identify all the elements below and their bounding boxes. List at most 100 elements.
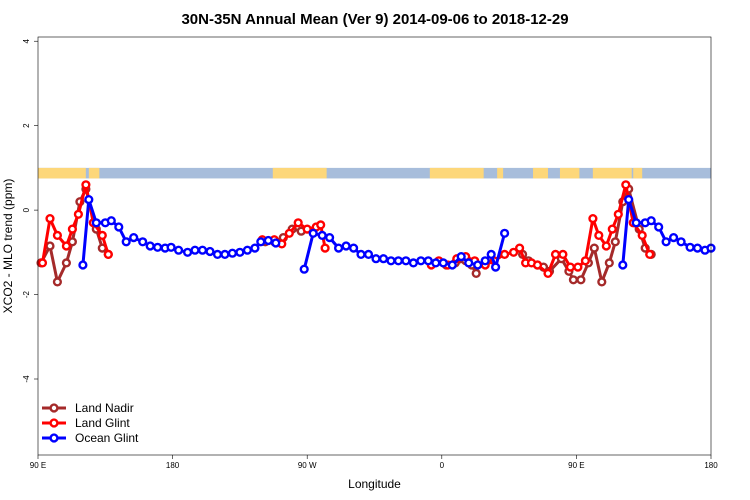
data-point	[654, 222, 664, 232]
data-point	[500, 228, 510, 238]
data-point	[637, 230, 647, 241]
land-band-segment	[497, 167, 504, 179]
data-point	[52, 230, 63, 241]
chart-title: 30N-35N Annual Mean (Ver 9) 2014-09-06 t…	[181, 11, 568, 28]
series-line	[41, 183, 110, 264]
legend-label: Ocean Glint	[75, 431, 139, 445]
data-point	[45, 241, 55, 251]
data-point	[607, 224, 617, 234]
data-point	[174, 245, 184, 255]
data-point	[550, 249, 561, 260]
data-point	[320, 243, 330, 253]
data-point	[668, 233, 679, 243]
data-point	[378, 254, 389, 264]
data-point	[81, 180, 91, 190]
data-point	[371, 254, 381, 264]
data-point	[514, 243, 525, 253]
data-point	[271, 238, 281, 248]
land-band-segment	[633, 167, 643, 179]
data-point	[78, 260, 88, 270]
land-ocean-mask	[38, 167, 711, 179]
data-point	[431, 258, 441, 268]
data-point	[685, 242, 695, 252]
data-point	[166, 242, 176, 252]
series-layer	[36, 180, 716, 287]
y-axis-label: XCO2 - MLO trend (ppm)	[1, 179, 15, 314]
data-point	[145, 241, 155, 251]
data-point	[480, 256, 490, 266]
y-tick-label: -2	[22, 290, 31, 298]
x-tick-label: 90 E	[30, 461, 46, 470]
data-point	[52, 277, 63, 287]
data-point	[610, 237, 620, 247]
data-point	[293, 218, 303, 228]
data-point	[645, 249, 655, 260]
legend-label: Land Nadir	[75, 401, 134, 415]
data-point	[138, 237, 148, 247]
data-point	[183, 247, 193, 257]
land-band-segment	[38, 167, 86, 179]
data-point	[486, 249, 496, 260]
data-point	[423, 256, 433, 266]
x-tick-label: 0	[440, 461, 445, 470]
data-point	[464, 258, 474, 268]
data-point	[543, 268, 553, 279]
plot-frame	[37, 36, 712, 456]
data-point	[568, 275, 579, 285]
data-point	[61, 241, 72, 251]
data-point	[341, 241, 351, 251]
y-tick-label: 4	[22, 38, 31, 43]
data-point	[114, 222, 124, 232]
data-point	[91, 218, 101, 228]
data-point	[613, 209, 623, 219]
data-point	[456, 252, 466, 262]
ocean-band	[38, 167, 711, 179]
data-point	[153, 242, 163, 252]
data-point	[190, 245, 200, 255]
legend-marker	[49, 403, 59, 413]
data-point	[250, 243, 260, 253]
data-point	[401, 256, 411, 266]
x-tick-label: 180	[704, 461, 718, 470]
data-point	[227, 248, 238, 258]
data-point	[325, 233, 335, 243]
data-point	[408, 258, 419, 268]
data-point	[676, 237, 686, 247]
data-point	[263, 235, 273, 246]
x-tick-label: 180	[166, 461, 180, 470]
data-point	[129, 233, 139, 243]
series-ocean-glint	[78, 195, 716, 274]
x-axis-label: Longitude	[348, 477, 401, 491]
data-point	[302, 224, 312, 234]
data-point	[121, 237, 131, 247]
land-band-segment	[88, 167, 100, 179]
data-point	[500, 249, 510, 260]
data-point	[594, 230, 604, 241]
data-point	[576, 275, 586, 285]
legend-label: Land Glint	[75, 416, 130, 430]
data-point	[473, 260, 483, 270]
data-point	[308, 228, 318, 238]
land-band-segment	[592, 167, 632, 179]
data-point	[604, 258, 614, 268]
x-tick-label: 90 E	[568, 461, 584, 470]
data-point	[284, 228, 294, 238]
data-point	[580, 256, 591, 266]
data-point	[197, 245, 208, 255]
data-point	[317, 230, 327, 241]
data-point	[73, 209, 84, 219]
data-point	[45, 214, 55, 224]
data-point	[646, 216, 656, 226]
data-point	[597, 277, 607, 287]
data-point	[235, 247, 245, 257]
y-tick-label: -4	[22, 375, 31, 383]
data-point	[416, 256, 426, 266]
data-point	[471, 268, 481, 279]
data-point	[363, 249, 374, 260]
data-point	[205, 246, 215, 257]
land-band-segment	[429, 167, 484, 179]
data-point	[316, 220, 326, 230]
data-point	[220, 249, 230, 260]
